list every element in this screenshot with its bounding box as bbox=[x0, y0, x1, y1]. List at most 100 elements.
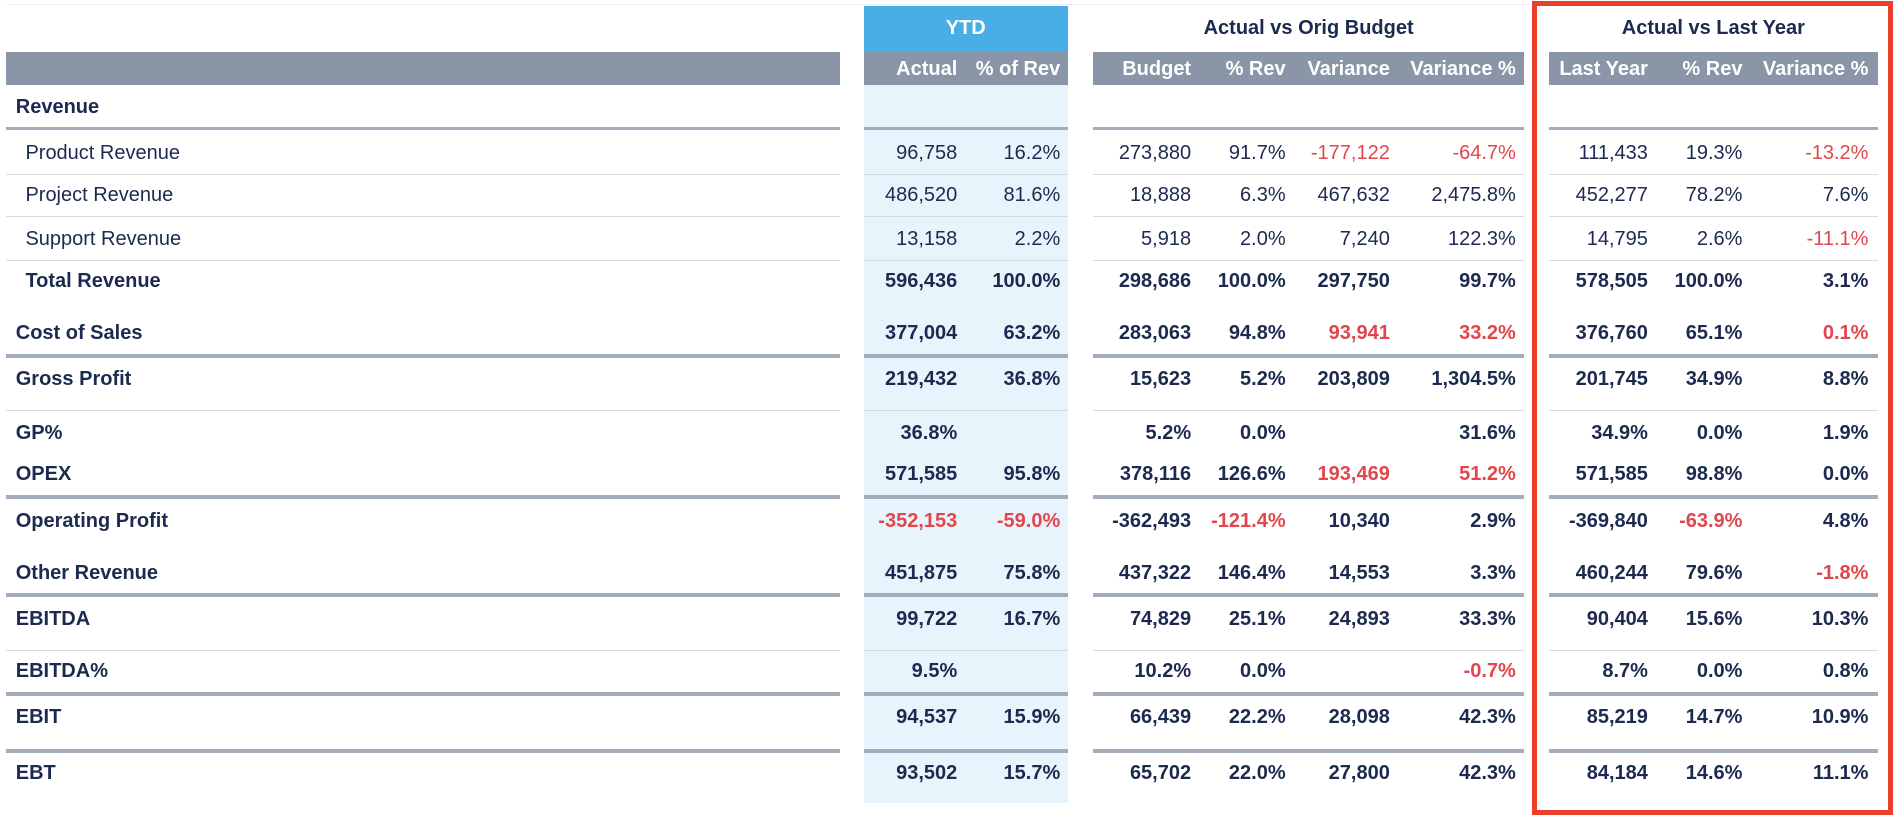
cell: 65,702 bbox=[1129, 762, 1192, 785]
row-rule bbox=[1548, 650, 1879, 652]
cell: 25.1% bbox=[1228, 608, 1286, 631]
column-header-bg bbox=[1548, 52, 1879, 85]
column-header: Budget bbox=[1122, 58, 1192, 81]
section-rule bbox=[6, 692, 840, 697]
cell: 193,469 bbox=[1317, 462, 1390, 485]
column-header-bg bbox=[863, 52, 1068, 85]
row-rule bbox=[863, 410, 1068, 412]
cell: 14.7% bbox=[1685, 706, 1743, 729]
column-header: Variance % bbox=[1762, 58, 1869, 81]
cell: 24,893 bbox=[1328, 608, 1390, 631]
group-header: Actual vs Last Year bbox=[1621, 16, 1805, 39]
cell: -369,840 bbox=[1568, 510, 1648, 533]
cell: -0.7% bbox=[1463, 660, 1516, 683]
cell: 96,758 bbox=[896, 141, 958, 164]
row-rule bbox=[6, 173, 840, 176]
column-header: Variance bbox=[1307, 58, 1390, 81]
cell: 22.0% bbox=[1228, 762, 1286, 785]
column-header: % of Rev bbox=[975, 58, 1061, 81]
row-rule bbox=[1548, 216, 1879, 218]
row-rule bbox=[1548, 173, 1879, 176]
cell: 63.2% bbox=[1003, 322, 1061, 345]
cell: 27,800 bbox=[1328, 762, 1390, 785]
cell: 10.3% bbox=[1811, 608, 1869, 631]
row-label: Support Revenue bbox=[25, 227, 182, 250]
cell: 6.3% bbox=[1240, 184, 1286, 207]
cell: 3.1% bbox=[1822, 270, 1869, 293]
cell: 5,918 bbox=[1141, 227, 1192, 250]
section-rule bbox=[863, 354, 1068, 359]
section-rule bbox=[1548, 494, 1879, 499]
cell: 3.3% bbox=[1470, 562, 1516, 585]
row-label: GP% bbox=[15, 421, 63, 444]
cell: 9.5% bbox=[911, 660, 958, 683]
cell: 203,809 bbox=[1317, 368, 1390, 391]
cell: 93,941 bbox=[1328, 322, 1390, 345]
cell: 297,750 bbox=[1317, 270, 1390, 293]
section-rule bbox=[1548, 354, 1879, 359]
cell: 28,098 bbox=[1328, 706, 1390, 729]
cell: 79.6% bbox=[1685, 562, 1743, 585]
row-label: EBITDA% bbox=[15, 660, 108, 683]
cell: 11.1% bbox=[1812, 762, 1869, 785]
section-rule bbox=[863, 692, 1068, 697]
ytd-header-bg bbox=[863, 6, 1068, 53]
row-rule bbox=[1092, 259, 1525, 262]
row-rule bbox=[1092, 650, 1525, 652]
cell: 467,632 bbox=[1317, 184, 1390, 207]
column-header: Variance % bbox=[1410, 58, 1516, 81]
highlight-frame bbox=[1531, 1, 1893, 816]
cell: 10.9% bbox=[1811, 706, 1869, 729]
row-label: Project Revenue bbox=[25, 184, 174, 207]
section-rule bbox=[1092, 749, 1525, 754]
row-rule bbox=[1092, 410, 1525, 412]
cell: 0.0% bbox=[1822, 462, 1869, 485]
row-rule bbox=[6, 259, 840, 262]
cell: -362,493 bbox=[1112, 510, 1192, 533]
cell: 451,875 bbox=[884, 562, 958, 585]
cell: 219,432 bbox=[884, 368, 958, 391]
row-rule bbox=[1548, 259, 1879, 262]
cell: 95.8% bbox=[1003, 462, 1061, 485]
cell: 34.9% bbox=[1591, 421, 1648, 444]
row-label: Revenue bbox=[15, 95, 100, 118]
row-label: EBT bbox=[15, 762, 56, 785]
section-rule bbox=[1092, 354, 1525, 359]
section-rule bbox=[1548, 126, 1879, 131]
row-label: Operating Profit bbox=[15, 510, 168, 533]
cell: 596,436 bbox=[884, 270, 958, 293]
cell: 10,340 bbox=[1328, 510, 1390, 533]
cell: 65.1% bbox=[1685, 322, 1743, 345]
cell: 4.8% bbox=[1822, 510, 1869, 533]
section-rule bbox=[863, 593, 1068, 597]
cell: 36.8% bbox=[900, 421, 958, 444]
row-rule bbox=[1548, 410, 1879, 412]
row-label: Total Revenue bbox=[25, 270, 161, 293]
row-label: Gross Profit bbox=[15, 368, 132, 391]
cell: 5.2% bbox=[1145, 421, 1192, 444]
cell: 36.8% bbox=[1003, 368, 1061, 391]
cell: 578,505 bbox=[1575, 270, 1648, 293]
section-rule bbox=[6, 354, 840, 359]
cell: 571,585 bbox=[884, 462, 958, 485]
cell: 0.0% bbox=[1240, 421, 1286, 444]
column-header: Actual bbox=[896, 58, 958, 81]
cell: 122.3% bbox=[1448, 227, 1516, 250]
row-rule bbox=[863, 173, 1068, 176]
row-label: Product Revenue bbox=[25, 141, 180, 164]
row-label: Cost of Sales bbox=[15, 322, 143, 345]
cell: 98.8% bbox=[1685, 462, 1743, 485]
column-header: Last Year bbox=[1559, 58, 1648, 81]
cell: 18,888 bbox=[1129, 184, 1192, 207]
section-rule bbox=[1092, 126, 1525, 131]
cell: 33.3% bbox=[1459, 608, 1516, 631]
row-label: EBIT bbox=[15, 706, 62, 729]
cell: -63.9% bbox=[1679, 510, 1743, 533]
top-rule bbox=[6, 3, 1530, 5]
cell: 84,184 bbox=[1586, 762, 1648, 785]
cell: -13.2% bbox=[1805, 141, 1869, 164]
cell: 0.8% bbox=[1822, 660, 1869, 683]
cell: 2.9% bbox=[1470, 510, 1516, 533]
section-rule bbox=[6, 749, 840, 754]
cell: 15.9% bbox=[1003, 706, 1061, 729]
